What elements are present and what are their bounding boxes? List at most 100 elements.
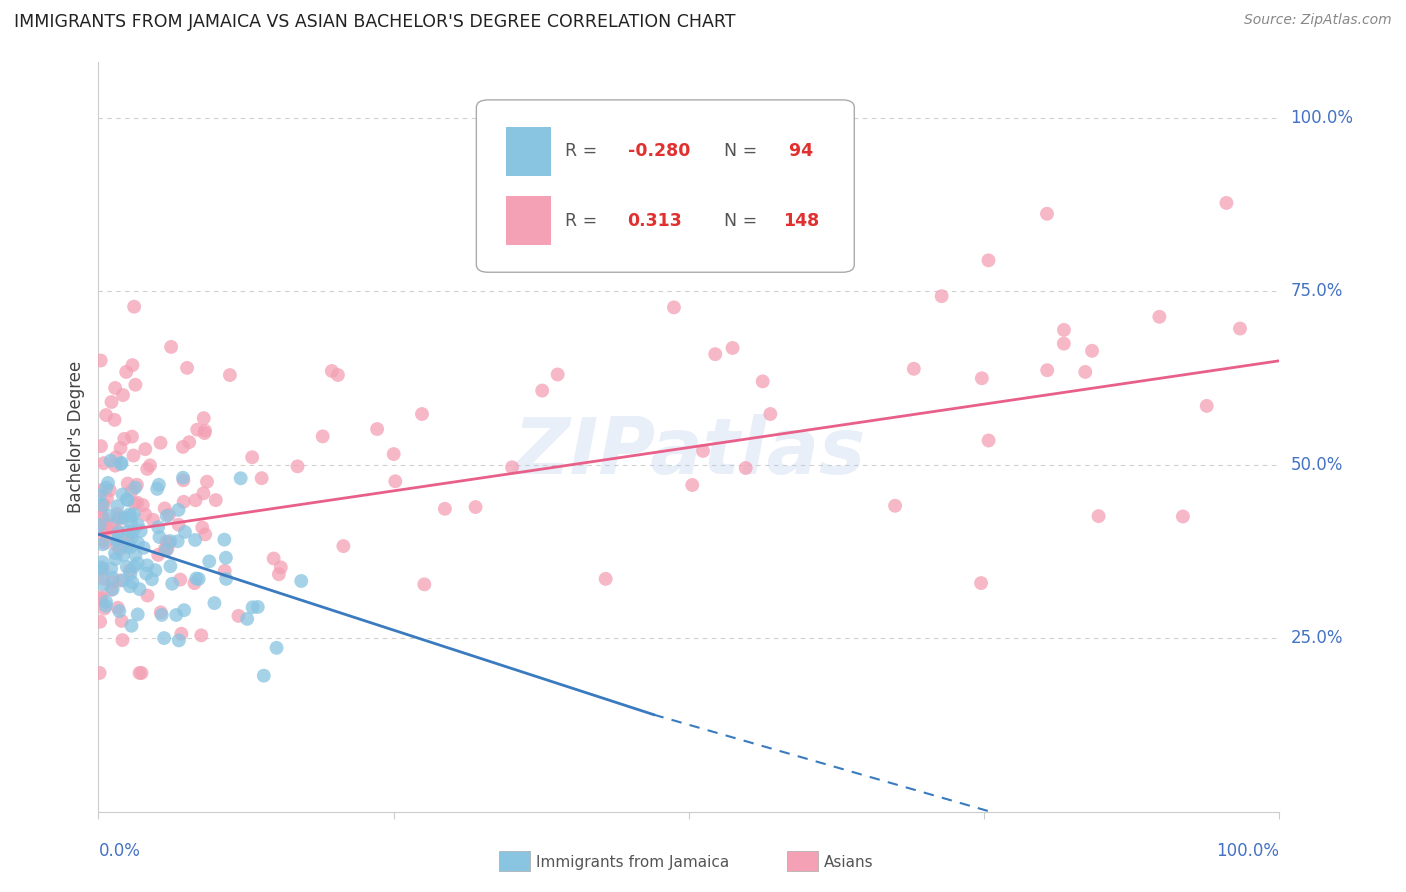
Point [115, 365, 138, 379]
Point [108, 542, 131, 557]
Point [91, 510, 114, 524]
Point [121, 429, 143, 443]
Point [501, 460, 523, 475]
Point [1171, 509, 1194, 524]
Point [215, 550, 238, 565]
Text: ZIPatlas: ZIPatlas [513, 414, 865, 490]
Point [134, 508, 156, 522]
Point [132, 541, 155, 555]
Point [96, 481, 118, 495]
Point [89, 518, 111, 533]
Point [149, 605, 172, 619]
Point [96, 491, 118, 505]
Point [1229, 321, 1251, 335]
Point [100, 453, 122, 467]
Point [134, 442, 156, 457]
Point [332, 539, 354, 553]
Point [198, 554, 221, 568]
Point [108, 604, 131, 618]
Point [124, 559, 146, 574]
Point [214, 533, 236, 547]
Point [190, 628, 212, 642]
Point [970, 576, 993, 591]
Text: Asians: Asians [824, 855, 873, 870]
Point [1036, 207, 1059, 221]
Point [121, 531, 143, 545]
Point [127, 536, 149, 550]
Point [159, 559, 181, 574]
Point [142, 513, 165, 527]
Point [108, 574, 131, 588]
Point [195, 475, 218, 489]
Point [100, 582, 122, 597]
Point [384, 475, 406, 489]
Point [970, 371, 993, 385]
Point [101, 571, 124, 585]
Point [311, 429, 333, 443]
Point [903, 361, 925, 376]
Point [167, 633, 190, 648]
Point [172, 473, 194, 487]
Point [149, 435, 172, 450]
Point [127, 556, 149, 570]
Point [101, 575, 124, 590]
Point [135, 566, 157, 581]
Point [165, 607, 187, 622]
Point [93, 456, 115, 470]
Text: Source: ZipAtlas.com: Source: ZipAtlas.com [1244, 13, 1392, 28]
Point [159, 534, 181, 549]
Point [127, 607, 149, 622]
Point [100, 562, 122, 576]
Point [246, 599, 269, 614]
Point [366, 422, 388, 436]
Point [167, 503, 190, 517]
Point [242, 600, 264, 615]
Point [131, 665, 153, 680]
Text: 0.0%: 0.0% [98, 842, 141, 860]
Point [382, 447, 405, 461]
Point [153, 542, 176, 557]
Point [111, 614, 134, 628]
Point [194, 424, 217, 438]
Point [977, 253, 1000, 268]
Text: 75.0%: 75.0% [1291, 283, 1343, 301]
Point [93, 577, 115, 591]
Point [121, 358, 143, 372]
Text: N =: N = [713, 211, 762, 229]
Point [215, 572, 238, 586]
Point [94, 524, 117, 539]
Point [692, 444, 714, 458]
Point [93, 498, 115, 512]
Point [103, 413, 125, 427]
Point [91, 533, 114, 547]
Point [884, 499, 907, 513]
Point [193, 486, 215, 500]
FancyBboxPatch shape [506, 196, 551, 245]
FancyBboxPatch shape [477, 100, 855, 272]
Point [411, 407, 433, 421]
Point [193, 426, 215, 441]
Point [266, 640, 288, 655]
Point [1053, 336, 1076, 351]
Point [146, 520, 169, 534]
Point [681, 478, 703, 492]
Point [121, 483, 143, 498]
Point [120, 566, 142, 581]
Point [183, 576, 205, 591]
Point [1149, 310, 1171, 324]
Point [112, 548, 135, 562]
Point [89, 665, 111, 680]
Point [110, 457, 132, 471]
Point [1074, 365, 1097, 379]
Point [253, 668, 276, 682]
Point [1081, 343, 1104, 358]
Point [110, 441, 132, 455]
Point [169, 573, 191, 587]
Point [94, 599, 117, 613]
Point [662, 301, 685, 315]
Point [547, 368, 569, 382]
Point [433, 501, 456, 516]
Point [136, 589, 159, 603]
Point [100, 395, 122, 409]
Point [91, 537, 114, 551]
